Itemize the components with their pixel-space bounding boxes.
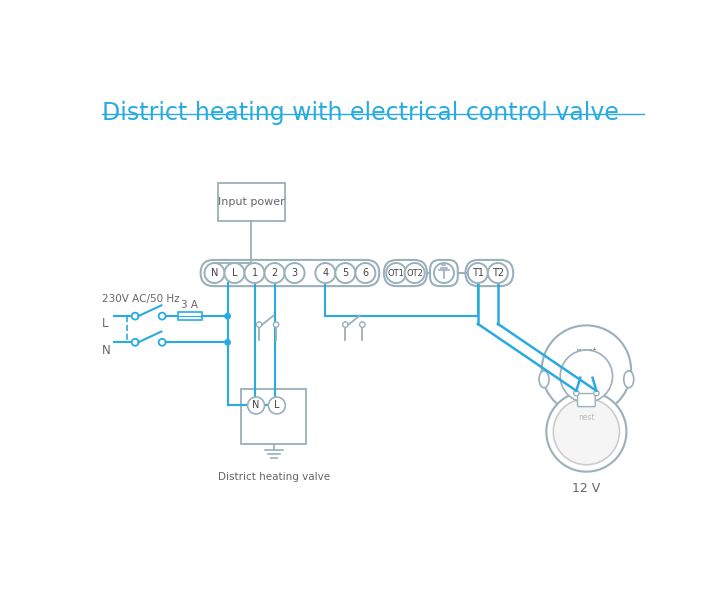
Circle shape [546, 391, 626, 472]
Text: 4: 4 [323, 268, 328, 278]
Text: T1: T1 [472, 268, 484, 278]
Circle shape [248, 397, 264, 414]
Ellipse shape [624, 371, 634, 388]
Circle shape [360, 322, 365, 327]
Circle shape [224, 263, 245, 283]
Text: 230V AC/50 Hz: 230V AC/50 Hz [102, 294, 180, 304]
Circle shape [405, 263, 424, 283]
Circle shape [264, 263, 285, 283]
Circle shape [315, 263, 336, 283]
Text: 6: 6 [363, 268, 368, 278]
Text: L: L [102, 317, 108, 330]
Circle shape [574, 390, 579, 396]
Text: L: L [232, 268, 237, 278]
Circle shape [269, 397, 285, 414]
Text: N: N [211, 268, 218, 278]
Circle shape [594, 390, 599, 396]
Circle shape [386, 263, 406, 283]
Text: OT2: OT2 [406, 268, 423, 277]
Circle shape [132, 312, 138, 320]
Text: 3 A: 3 A [181, 301, 198, 310]
Text: T2: T2 [492, 268, 504, 278]
Text: L: L [274, 400, 280, 410]
Circle shape [488, 263, 508, 283]
Circle shape [285, 263, 304, 283]
FancyBboxPatch shape [242, 388, 306, 444]
FancyBboxPatch shape [577, 394, 596, 407]
FancyBboxPatch shape [384, 260, 427, 286]
Circle shape [561, 350, 612, 402]
Circle shape [132, 339, 138, 346]
Ellipse shape [539, 371, 549, 388]
Text: 12 V: 12 V [572, 482, 601, 495]
Text: nest: nest [576, 346, 597, 356]
Circle shape [205, 263, 224, 283]
FancyBboxPatch shape [178, 312, 202, 320]
Text: District heating with electrical control valve: District heating with electrical control… [102, 100, 619, 125]
Circle shape [355, 263, 376, 283]
Circle shape [256, 322, 262, 327]
Text: 5: 5 [342, 268, 349, 278]
Circle shape [468, 263, 488, 283]
Text: District heating valve: District heating valve [218, 472, 330, 482]
Text: 1: 1 [251, 268, 258, 278]
FancyBboxPatch shape [430, 260, 458, 286]
Circle shape [159, 339, 165, 346]
Circle shape [553, 399, 620, 465]
Text: OT1: OT1 [388, 268, 405, 277]
Circle shape [434, 263, 454, 283]
FancyBboxPatch shape [201, 260, 379, 286]
Circle shape [245, 263, 264, 283]
FancyBboxPatch shape [218, 183, 285, 222]
Circle shape [225, 340, 230, 345]
Text: Input power: Input power [218, 197, 285, 207]
Circle shape [225, 314, 230, 319]
Circle shape [159, 312, 165, 320]
Circle shape [336, 263, 355, 283]
FancyBboxPatch shape [465, 260, 513, 286]
Circle shape [542, 326, 631, 415]
Circle shape [274, 322, 279, 327]
Circle shape [343, 322, 348, 327]
Text: N: N [102, 343, 111, 356]
Text: 3: 3 [291, 268, 298, 278]
Text: nest: nest [578, 413, 595, 422]
Text: N: N [253, 400, 260, 410]
Text: 2: 2 [272, 268, 277, 278]
